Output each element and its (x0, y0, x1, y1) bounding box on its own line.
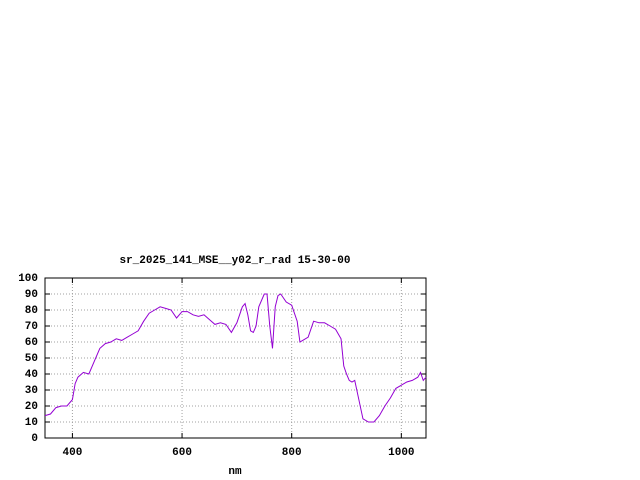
y-tick-label: 80 (25, 305, 38, 317)
x-axis-label: nm (228, 466, 242, 478)
chart-title: sr_2025_141_MSE__y02_r_rad 15-30-00 (119, 255, 350, 267)
y-tick-label: 70 (25, 321, 38, 333)
y-tick-label: 0 (31, 433, 38, 445)
y-tick-label: 60 (25, 337, 38, 349)
x-tick-label: 800 (282, 447, 302, 459)
plot-border (44, 277, 427, 439)
y-tick-label: 20 (25, 401, 38, 413)
y-tick-label: 100 (18, 273, 38, 285)
data-line (44, 293, 427, 423)
y-tick-label: 30 (25, 385, 38, 397)
x-tick-label: 1000 (388, 447, 414, 459)
y-tick-label: 10 (25, 417, 38, 429)
x-tick-label: 400 (63, 447, 83, 459)
x-tick-label: 600 (172, 447, 192, 459)
y-tick-label: 50 (25, 353, 38, 365)
y-tick-label: 90 (25, 289, 38, 301)
y-tick-label: 40 (25, 369, 38, 381)
